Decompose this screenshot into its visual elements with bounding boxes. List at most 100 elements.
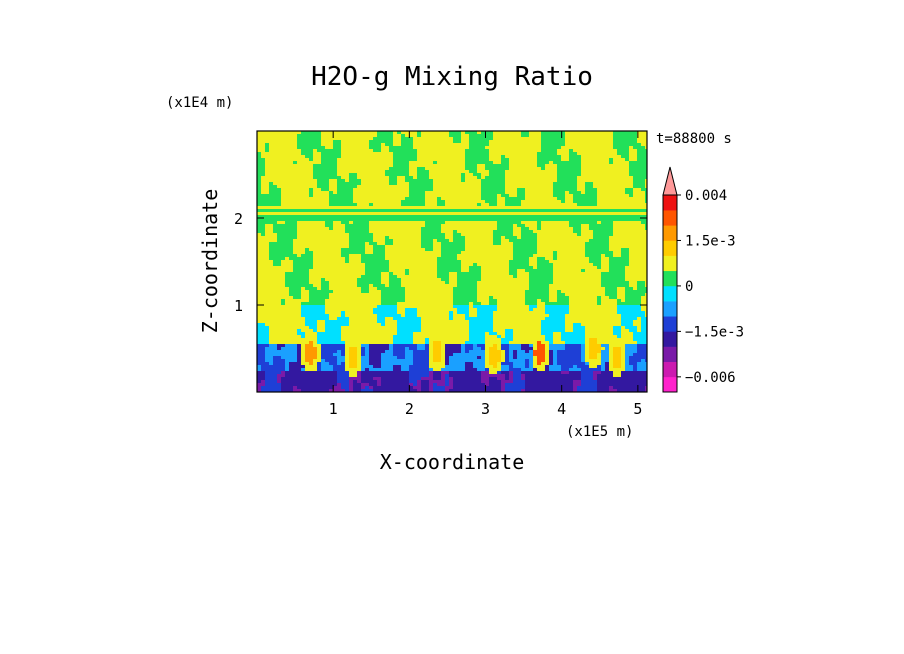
- field-cell: [493, 221, 498, 225]
- field-cell: [321, 173, 326, 177]
- field-cell: [405, 173, 410, 177]
- field-cell: [497, 137, 502, 141]
- field-cell: [613, 203, 618, 207]
- field-cell: [477, 155, 482, 159]
- field-cell: [377, 182, 382, 186]
- field-cell: [641, 227, 646, 231]
- field-cell: [321, 134, 326, 138]
- field-cell: [473, 212, 478, 216]
- field-cell: [589, 275, 594, 279]
- field-cell: [449, 278, 454, 282]
- field-cell: [497, 197, 502, 201]
- field-cell: [617, 176, 622, 180]
- field-cell: [549, 209, 554, 213]
- field-cell: [549, 227, 554, 231]
- field-cell: [357, 185, 362, 189]
- field-cell: [365, 230, 370, 234]
- field-cell: [265, 140, 270, 144]
- field-cell: [517, 275, 522, 279]
- field-cell: [633, 239, 638, 243]
- field-cell: [325, 155, 330, 159]
- field-cell: [413, 248, 418, 252]
- field-cell: [481, 149, 486, 153]
- field-cell: [581, 167, 586, 171]
- field-cell: [517, 164, 522, 168]
- field-cell: [397, 275, 402, 279]
- field-cell: [477, 197, 482, 201]
- field-cell: [437, 227, 442, 231]
- field-cell: [341, 260, 346, 264]
- field-cell: [413, 203, 418, 207]
- field-cell: [453, 251, 458, 255]
- field-cell: [289, 170, 294, 174]
- field-cell: [437, 248, 442, 252]
- field-cell: [473, 227, 478, 231]
- field-cell: [597, 209, 602, 213]
- field-cell: [321, 179, 326, 183]
- field-cell: [489, 206, 494, 210]
- field-cell: [545, 194, 550, 198]
- field-cell: [429, 134, 434, 138]
- field-cell: [429, 158, 434, 162]
- field-cell: [309, 230, 314, 234]
- field-cell: [313, 248, 318, 252]
- field-cell: [329, 278, 334, 282]
- field-cell: [285, 155, 290, 159]
- field-cell: [557, 176, 562, 180]
- field-cell: [325, 167, 330, 171]
- field-cell: [633, 137, 638, 141]
- field-cell: [541, 179, 546, 183]
- field-cell: [421, 197, 426, 201]
- field-cell: [521, 209, 526, 213]
- field-cell: [621, 227, 626, 231]
- field-cell: [289, 281, 294, 285]
- field-cell: [321, 236, 326, 240]
- field-cell: [497, 266, 502, 270]
- field-cell: [397, 260, 402, 264]
- field-cell: [473, 191, 478, 195]
- field-cell: [561, 131, 566, 135]
- field-cell: [433, 275, 438, 279]
- field-cell: [429, 146, 434, 150]
- field-cell: [581, 242, 586, 246]
- field-cell: [493, 233, 498, 237]
- field-cell: [513, 239, 518, 243]
- field-cell: [289, 266, 294, 270]
- field-cell: [501, 254, 506, 258]
- field-cell: [645, 260, 648, 264]
- field-cell: [629, 242, 634, 246]
- field-cell: [357, 194, 362, 198]
- field-cell: [473, 251, 478, 255]
- field-cell: [353, 173, 358, 177]
- field-cell: [381, 233, 386, 237]
- field-cell: [425, 260, 430, 264]
- field-cell: [361, 236, 366, 240]
- field-cell: [577, 140, 582, 144]
- field-cell: [389, 230, 394, 234]
- field-cell: [645, 230, 648, 234]
- field-cell: [589, 230, 594, 234]
- field-cell: [453, 191, 458, 195]
- field-cell: [593, 227, 598, 231]
- field-cell: [505, 179, 510, 183]
- field-cell: [533, 221, 538, 225]
- field-cell: [633, 188, 638, 192]
- field-cell: [565, 263, 570, 267]
- field-cell: [305, 164, 310, 168]
- field-cell: [281, 212, 286, 216]
- field-cell: [601, 197, 606, 201]
- field-cell: [325, 251, 330, 255]
- field-cell: [273, 131, 278, 135]
- field-cell: [321, 167, 326, 171]
- field-cell: [301, 155, 306, 159]
- field-cell: [505, 269, 510, 273]
- field-cell: [305, 215, 310, 219]
- field-cell: [345, 182, 350, 186]
- field-cell: [513, 248, 518, 252]
- field-cell: [505, 224, 510, 228]
- field-cell: [313, 218, 318, 222]
- field-cell: [333, 137, 338, 141]
- field-cell: [493, 248, 498, 252]
- field-cell: [337, 143, 342, 147]
- field-cell: [437, 260, 442, 264]
